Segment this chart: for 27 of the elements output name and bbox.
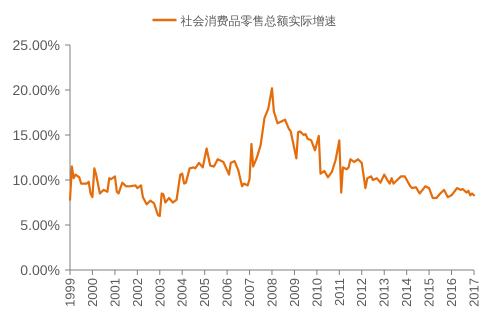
x-tick-label: 2008	[264, 278, 280, 307]
x-tick-label: 2016	[444, 278, 460, 307]
x-tick-label: 2007	[242, 278, 258, 307]
x-tick-label: 2009	[286, 278, 302, 307]
x-tick-label: 2014	[399, 278, 414, 307]
x-tick-label: 2001	[107, 278, 122, 307]
x-tick-label: 2002	[130, 278, 145, 307]
y-tick-label: 0.00%	[20, 262, 60, 278]
x-tick-label: 2017	[466, 278, 482, 307]
x-tick-label: 2012	[354, 278, 370, 307]
x-tick-label: 2011	[332, 278, 347, 306]
x-tick-label: 1999	[62, 278, 78, 307]
y-tick-label: 10.00%	[12, 172, 60, 188]
x-tick-label: 2000	[84, 278, 100, 307]
y-tick-label: 20.00%	[12, 82, 60, 98]
x-tick-label: 2006	[220, 278, 235, 307]
y-tick-label: 5.00%	[20, 217, 60, 233]
y-tick-label: 25.00%	[12, 37, 60, 53]
legend-label: 社会消费品零售总额实际增速	[180, 14, 336, 28]
x-tick-label: 2015	[422, 278, 437, 307]
x-tick-label: 2003	[152, 278, 168, 307]
x-tick-label: 2004	[174, 278, 190, 307]
x-tick-label: 2010	[309, 278, 324, 307]
x-tick-label: 2005	[197, 278, 212, 307]
y-tick-label: 15.00%	[12, 127, 60, 143]
x-tick-label: 2013	[376, 278, 392, 307]
line-series	[68, 87, 476, 218]
